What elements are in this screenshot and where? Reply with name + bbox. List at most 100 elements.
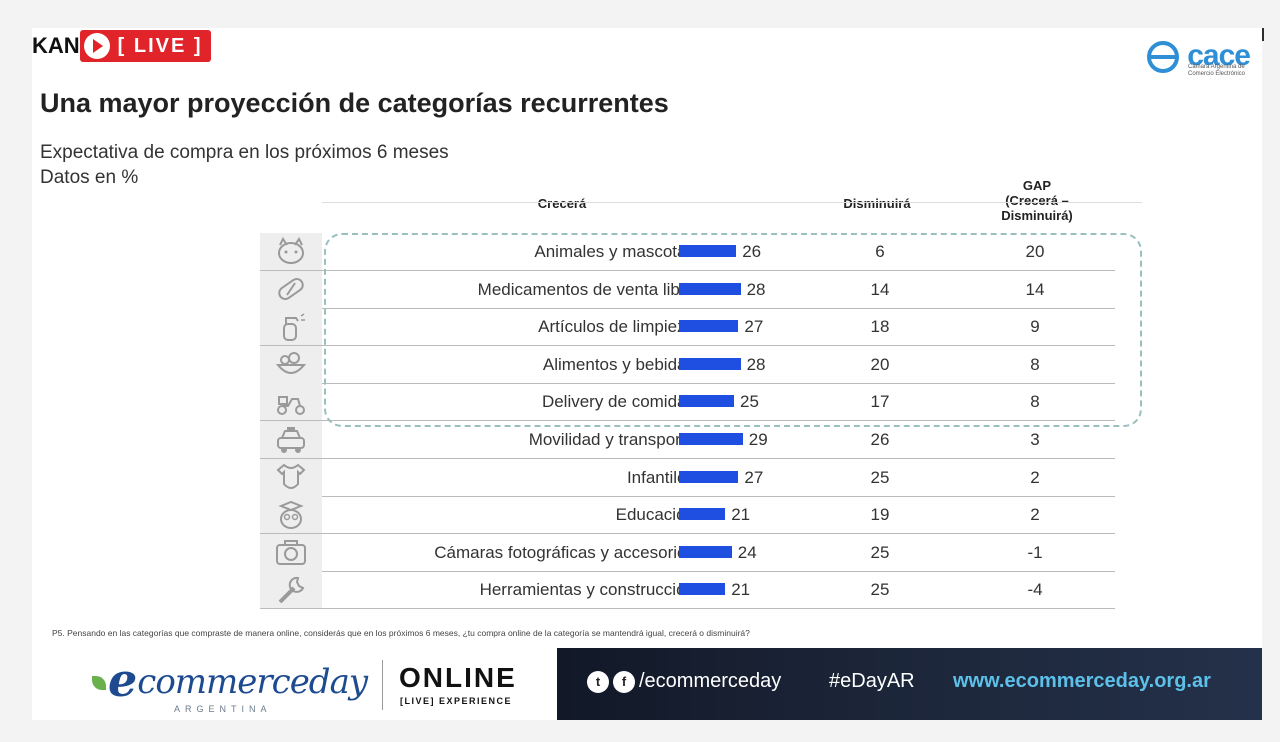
top-categories-highlight (324, 233, 1142, 427)
ecommerceday-logo-e: e (108, 653, 138, 707)
category-label: Herramientas y construcción (479, 580, 695, 600)
ecommerceday-logo: e commerceday (92, 653, 368, 707)
graduation-owl-icon (260, 496, 322, 534)
twitter-icon: t (587, 670, 609, 693)
table-row: Alimentos y bebidas 28 20 8 (260, 345, 1115, 384)
gap-value: 3 (1030, 430, 1040, 449)
crecera-bar (679, 545, 732, 558)
crecera-bar (679, 583, 726, 596)
leaf-icon (92, 676, 106, 690)
disminuira-value: 6 (875, 242, 885, 261)
country-label: ARGENTINA (174, 704, 272, 714)
subtitle-line-2: Datos en % (40, 167, 139, 188)
baby-bodysuit-icon (260, 458, 322, 496)
disminuira-value: 14 (870, 279, 890, 299)
facebook-icon: f (613, 670, 635, 693)
table-row: Artículos de limpieza 27 18 9 (260, 308, 1115, 347)
category-label: Alimentos y bebidas (542, 354, 695, 374)
header-gap: GAP (Crecerá – Disminuirá) (982, 178, 1092, 223)
gap-value: 2 (1030, 467, 1040, 487)
disminuira-value: 18 (870, 317, 890, 337)
crecera-bar (679, 357, 741, 370)
table-row: Medicamentos de venta libre 28 14 14 (260, 270, 1115, 309)
gap-value: 20 (1025, 242, 1045, 261)
disminuira-value: 25 (870, 580, 890, 600)
gap-value: 9 (1030, 317, 1040, 337)
header-gap-line-2: (Crecerá – (1005, 193, 1069, 208)
pet-cat-icon (260, 233, 322, 270)
banner-right: t f /ecommerceday #eDayAR www.ecommerced… (557, 648, 1262, 720)
header-gap-line-3: Disminuirá) (1001, 208, 1073, 223)
disminuira-value: 19 (870, 505, 890, 525)
online-label: ONLINE (399, 662, 517, 693)
category-label: Cámaras fotográficas y accesorios (434, 542, 695, 562)
header-gap-line-1: GAP (1022, 178, 1052, 193)
banner-divider (382, 660, 383, 710)
table-row: Herramientas y construcción 21 25 -4 (260, 571, 1115, 610)
category-label: Infantiles (626, 467, 695, 487)
category-label: Delivery de comidas (541, 392, 695, 412)
live-label: [ LIVE ] (117, 34, 203, 57)
crecera-value: 25 (740, 392, 759, 412)
slide-title: Una mayor proyección de categorías recur… (40, 88, 669, 118)
hashtag: #eDayAR (829, 670, 915, 692)
stream-brand: KAN (32, 33, 80, 58)
delivery-scooter-icon (260, 383, 322, 421)
crecera-value: 26 (742, 242, 762, 261)
live-stream-badge: KAN [ LIVE ] (32, 30, 211, 62)
table-row: Delivery de comidas 25 17 8 (260, 383, 1115, 422)
social-handle: /ecommerceday (639, 670, 782, 692)
wrench-tool-icon (260, 571, 322, 609)
subtitle-line-1: Expectativa de compra en los próximos 6 … (40, 142, 449, 163)
crecera-bar (679, 433, 743, 445)
event-banner: e commerceday ARGENTINA ONLINE [LIVE] EX… (32, 648, 1262, 720)
crecera-bar (679, 245, 737, 257)
category-label: Artículos de limpieza (538, 317, 695, 337)
cace-e-icon (1147, 41, 1180, 73)
crecera-value: 21 (731, 580, 751, 600)
table-row: Cámaras fotográficas y accesorios 24 25 -1 (260, 533, 1115, 572)
table-row: Educación 21 19 2 (260, 496, 1115, 535)
disminuira-value: 25 (870, 467, 890, 487)
category-label: Movilidad y transporte (528, 430, 695, 449)
live-indicator: [ LIVE ] (79, 30, 211, 62)
crecera-bar (679, 395, 734, 408)
slide-subtitle: Expectativa de compra en los próximos 6 … (40, 140, 449, 190)
play-icon (83, 33, 110, 59)
cace-logo: cace Cámara Argentina de Comercio Electr… (1143, 34, 1258, 78)
disminuira-value: 17 (870, 392, 890, 412)
pill-capsule-icon (260, 270, 322, 308)
crecera-value: 29 (748, 430, 768, 449)
camera-icon (260, 533, 322, 571)
table-row: Animales y mascotas 26 6 20 (260, 233, 1115, 271)
crecera-value: 28 (746, 354, 766, 374)
category-label: Educación (615, 505, 695, 525)
crecera-value: 24 (737, 542, 757, 562)
category-label: Medicamentos de venta libre (477, 279, 695, 299)
header-divider (322, 202, 1142, 203)
crecera-value: 21 (731, 505, 751, 525)
ecommerceday-logo-text: commerceday (137, 662, 368, 702)
disminuira-value: 20 (870, 354, 890, 374)
food-bowl-icon (260, 345, 322, 383)
cace-logo-subtitle: Cámara Argentina de Comercio Electrónico (1188, 64, 1246, 77)
cace-logo-text: cace (1187, 39, 1251, 72)
gap-value: -4 (1027, 580, 1043, 600)
taxi-car-icon (260, 421, 322, 458)
table-row: Infantiles 27 25 2 (260, 458, 1115, 497)
crecera-bar (679, 470, 739, 483)
social-handles: t f /ecommerceday (587, 670, 781, 693)
presentation-slide: KAN [ LIVE ] cace Cámara Argentina de Co… (32, 28, 1262, 720)
gap-value: 14 (1025, 279, 1045, 299)
gap-value: 8 (1030, 354, 1040, 374)
live-experience-label: [LIVE] EXPERIENCE (400, 696, 513, 706)
header-disminuira: Disminuirá (843, 196, 911, 211)
spray-bottle-icon (260, 308, 322, 346)
banner-left: e commerceday ARGENTINA ONLINE [LIVE] EX… (32, 648, 557, 720)
crecera-bar (679, 508, 726, 521)
crecera-value: 27 (744, 317, 764, 337)
category-label: Animales y mascotas (534, 242, 695, 261)
gap-value: 8 (1030, 392, 1040, 412)
table-row: Movilidad y transporte 29 26 3 (260, 421, 1115, 459)
crecera-bar (679, 282, 741, 295)
